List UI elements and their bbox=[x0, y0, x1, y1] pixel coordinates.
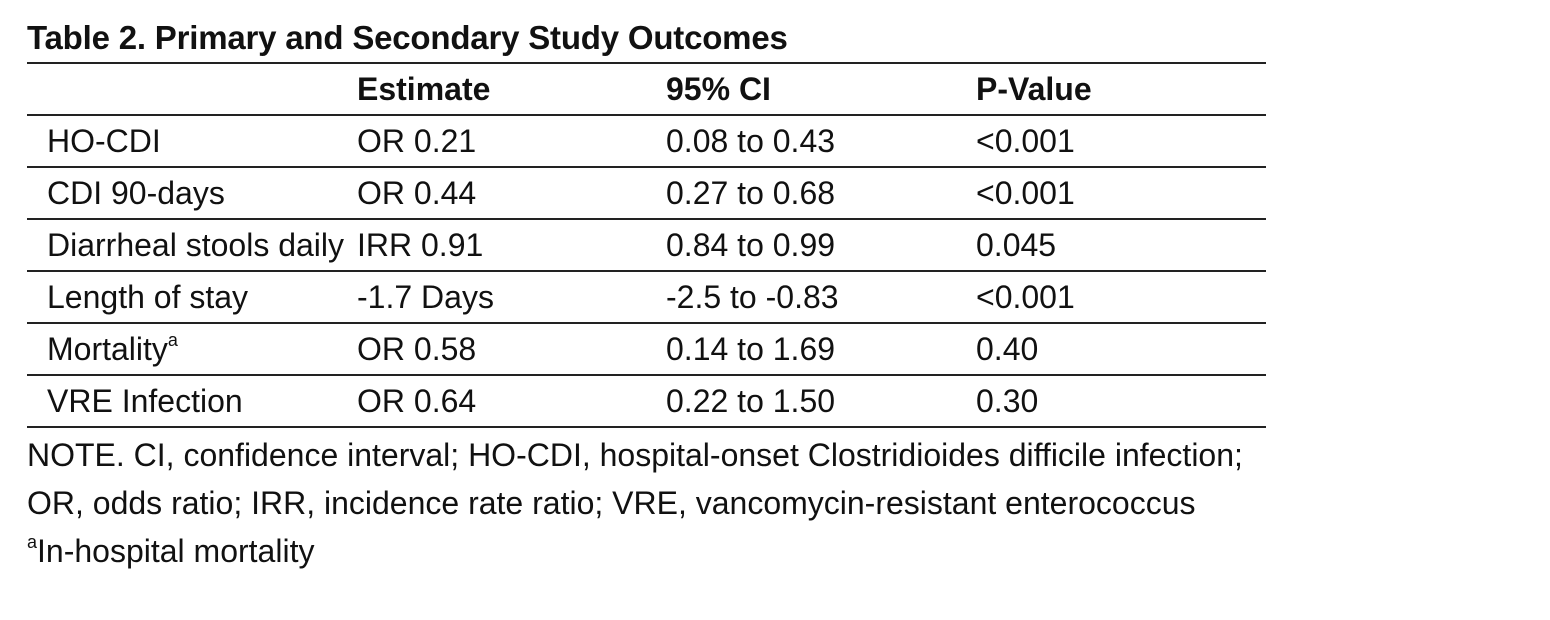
estimate-cell: OR 0.64 bbox=[357, 383, 477, 419]
outcome-label: CDI 90-days bbox=[47, 175, 225, 211]
outcome-label: VRE Infection bbox=[47, 383, 243, 419]
estimate-cell: OR 0.58 bbox=[357, 331, 477, 367]
column-header-p-value: P-Value bbox=[976, 71, 1092, 107]
ci-cell: -2.5 to -0.83 bbox=[666, 279, 839, 315]
outcome-label: Mortality bbox=[47, 331, 168, 367]
estimate-cell: OR 0.44 bbox=[357, 175, 477, 211]
outcome-label: Length of stay bbox=[47, 279, 249, 315]
outcome-cell: CDI 90-days bbox=[27, 167, 357, 219]
outcome-cell: Diarrheal stools daily bbox=[27, 219, 357, 271]
table-row: VRE Infection OR 0.64 0.22 to 1.50 0.30 bbox=[27, 375, 1266, 427]
outcome-cell: HO-CDI bbox=[27, 115, 357, 167]
estimate-cell: IRR 0.91 bbox=[357, 227, 484, 263]
column-header-outcome bbox=[27, 63, 357, 115]
column-header-estimate: Estimate bbox=[357, 71, 491, 107]
p-value-cell: 0.30 bbox=[976, 383, 1039, 419]
p-value-cell: 0.40 bbox=[976, 331, 1039, 367]
footnote: aIn-hospital mortality bbox=[27, 527, 1266, 575]
p-value-cell: 0.045 bbox=[976, 227, 1057, 263]
footnote-marker: a bbox=[167, 330, 178, 350]
table-row: HO-CDI OR 0.21 0.08 to 0.43 <0.001 bbox=[27, 115, 1266, 167]
outcome-cell: Length of stay bbox=[27, 271, 357, 323]
outcome-label: HO-CDI bbox=[47, 123, 161, 159]
table-header-row: Estimate 95% CI P-Value bbox=[27, 63, 1266, 115]
footnote-marker: a bbox=[27, 532, 38, 552]
table-notes: NOTE. CI, confidence interval; HO-CDI, h… bbox=[27, 431, 1266, 575]
p-value-cell: <0.001 bbox=[976, 279, 1075, 315]
ci-cell: 0.84 to 0.99 bbox=[666, 227, 836, 263]
table-row: Length of stay -1.7 Days -2.5 to -0.83 <… bbox=[27, 271, 1266, 323]
outcome-cell: VRE Infection bbox=[27, 375, 357, 427]
note-line-2: OR, odds ratio; IRR, incidence rate rati… bbox=[27, 485, 1196, 521]
column-header-ci: 95% CI bbox=[666, 71, 771, 107]
ci-cell: 0.22 to 1.50 bbox=[666, 383, 836, 419]
table-row: CDI 90-days OR 0.44 0.27 to 0.68 <0.001 bbox=[27, 167, 1266, 219]
document: Table 2. Primary and Secondary Study Out… bbox=[27, 18, 1266, 575]
note-line-1: NOTE. CI, confidence interval; HO-CDI, h… bbox=[27, 437, 1243, 473]
outcome-cell: Mortalitya bbox=[27, 323, 357, 375]
table-row: Mortalitya OR 0.58 0.14 to 1.69 0.40 bbox=[27, 323, 1266, 375]
p-value-cell: <0.001 bbox=[976, 175, 1075, 211]
outcome-label: Diarrheal stools daily bbox=[47, 227, 345, 263]
outcomes-table: Estimate 95% CI P-Value HO-CDI OR 0.21 0… bbox=[27, 62, 1266, 428]
estimate-cell: OR 0.21 bbox=[357, 123, 477, 159]
p-value-cell: <0.001 bbox=[976, 123, 1075, 159]
ci-cell: 0.08 to 0.43 bbox=[666, 123, 836, 159]
table-row: Diarrheal stools daily IRR 0.91 0.84 to … bbox=[27, 219, 1266, 271]
estimate-cell: -1.7 Days bbox=[357, 279, 494, 315]
table-title: Table 2. Primary and Secondary Study Out… bbox=[27, 19, 788, 56]
ci-cell: 0.27 to 0.68 bbox=[666, 175, 836, 211]
footnote-text: In-hospital mortality bbox=[37, 533, 315, 569]
ci-cell: 0.14 to 1.69 bbox=[666, 331, 836, 367]
